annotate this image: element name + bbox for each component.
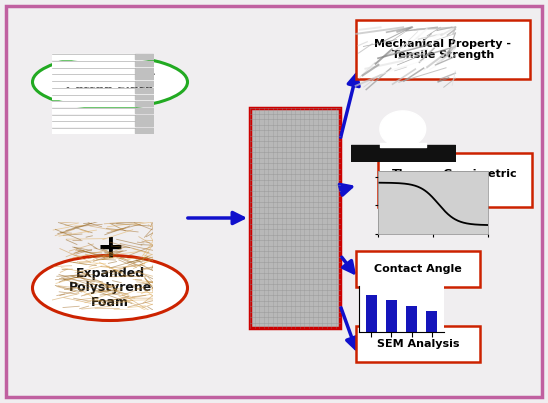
Bar: [366, 295, 376, 332]
Bar: [406, 305, 417, 332]
Text: +: +: [96, 231, 124, 264]
FancyBboxPatch shape: [250, 108, 340, 328]
Text: Thermo-Gravimetric
Analysis: Thermo-Gravimetric Analysis: [392, 169, 518, 191]
Bar: [426, 311, 437, 332]
Ellipse shape: [32, 256, 187, 320]
FancyBboxPatch shape: [378, 153, 532, 207]
Text: Contact Angle: Contact Angle: [374, 264, 462, 274]
Text: SEM Analysis: SEM Analysis: [377, 339, 459, 349]
Text: Woven Palm-
Cotton Fibre: Woven Palm- Cotton Fibre: [65, 68, 156, 96]
FancyBboxPatch shape: [356, 326, 480, 362]
Text: Expanded
Polystyrene
Foam: Expanded Polystyrene Foam: [68, 266, 152, 310]
FancyBboxPatch shape: [356, 251, 480, 287]
Ellipse shape: [32, 56, 187, 108]
Bar: [386, 301, 397, 332]
Text: Mechanical Property -
Tensile Strength: Mechanical Property - Tensile Strength: [374, 39, 511, 60]
Polygon shape: [380, 111, 426, 145]
FancyBboxPatch shape: [356, 20, 530, 79]
